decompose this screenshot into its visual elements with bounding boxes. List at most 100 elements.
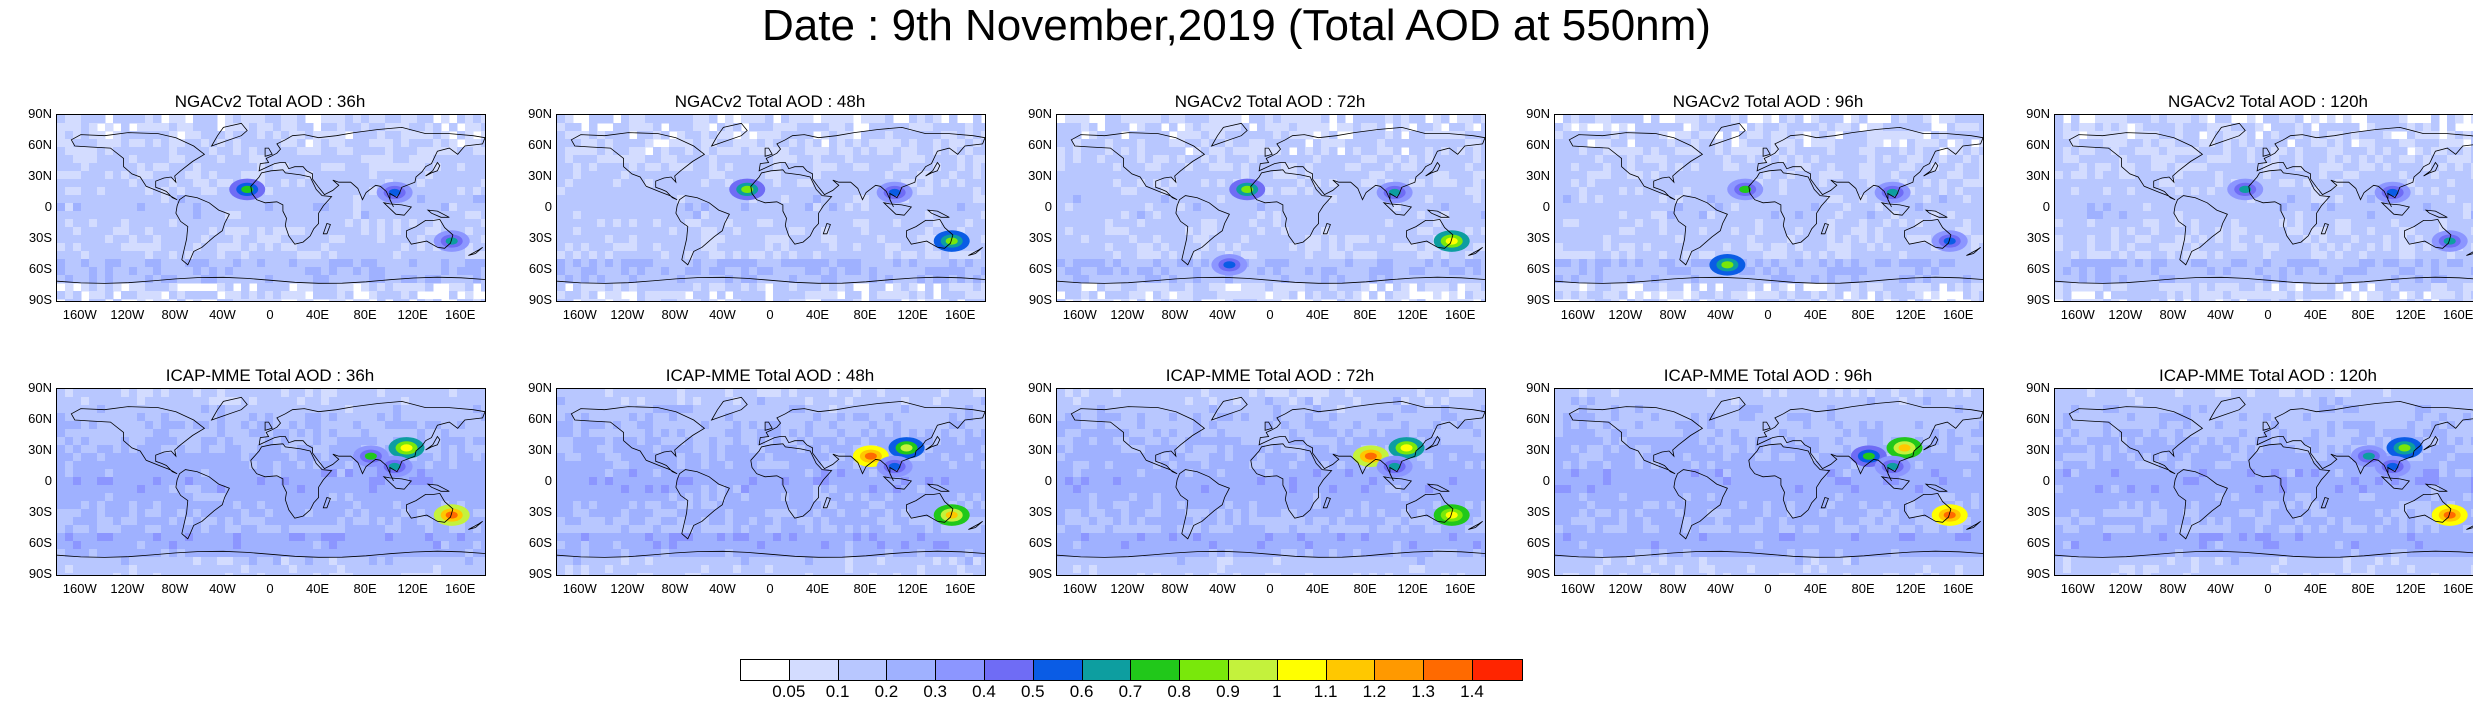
aod-cell bbox=[297, 259, 306, 268]
aod-cell bbox=[1257, 131, 1266, 140]
aod-cell bbox=[1819, 139, 1828, 148]
aod-cell bbox=[1073, 299, 1082, 301]
aod-cell bbox=[297, 147, 306, 156]
aod-cell bbox=[385, 267, 394, 276]
aod-cell bbox=[741, 267, 750, 276]
aod-cell bbox=[73, 227, 82, 236]
aod-cell bbox=[973, 267, 982, 276]
aod-cell bbox=[693, 219, 702, 228]
aod-cell bbox=[853, 155, 862, 164]
aod-cell bbox=[1739, 139, 1748, 148]
aod-cell bbox=[1611, 251, 1620, 260]
aod-cell bbox=[481, 211, 485, 220]
aod-cell bbox=[345, 267, 354, 276]
aod-cell bbox=[669, 251, 678, 260]
aod-cell bbox=[1963, 179, 1972, 188]
aod-cell bbox=[321, 211, 330, 220]
aod-cell bbox=[1771, 267, 1780, 276]
aod-cell bbox=[1265, 259, 1274, 268]
aod-cell bbox=[1385, 235, 1394, 244]
aod-cell bbox=[1385, 131, 1394, 140]
aod-cell bbox=[1201, 115, 1210, 124]
aod-cell bbox=[717, 251, 726, 260]
aod-map bbox=[557, 115, 985, 301]
aod-cell bbox=[241, 267, 250, 276]
aod-cell bbox=[1209, 171, 1218, 180]
aod-cell bbox=[1241, 299, 1250, 301]
aod-cell bbox=[1337, 187, 1346, 196]
aod-cell bbox=[361, 227, 370, 236]
aod-cell bbox=[1417, 139, 1426, 148]
aod-cell bbox=[89, 171, 98, 180]
aod-cell bbox=[1449, 211, 1458, 220]
aod-cell bbox=[917, 243, 926, 252]
aod-cell bbox=[369, 139, 378, 148]
aod-cell bbox=[1105, 155, 1114, 164]
aod-cell bbox=[717, 139, 726, 148]
aod-cell bbox=[1441, 283, 1450, 292]
aod-cell bbox=[1385, 147, 1394, 156]
aod-cell bbox=[241, 171, 250, 180]
aod-cell bbox=[465, 299, 474, 301]
aod-cell bbox=[1811, 131, 1820, 140]
aod-cell bbox=[869, 163, 878, 172]
aod-cell bbox=[885, 171, 894, 180]
aod-cell bbox=[1851, 195, 1860, 204]
aod-cell bbox=[645, 115, 654, 124]
aod-cell bbox=[1417, 163, 1426, 172]
aod-cell bbox=[1425, 275, 1434, 284]
aod-cell bbox=[581, 179, 590, 188]
aod-cell bbox=[1449, 283, 1458, 292]
aod-cell bbox=[1473, 195, 1482, 204]
aod-cell bbox=[297, 251, 306, 260]
aod-cell bbox=[685, 187, 694, 196]
aod-cell bbox=[1851, 235, 1860, 244]
aod-cell bbox=[1337, 267, 1346, 276]
aod-cell bbox=[869, 299, 878, 301]
aod-cell bbox=[773, 131, 782, 140]
aod-cell bbox=[1595, 267, 1604, 276]
aod-cell bbox=[289, 139, 298, 148]
aod-cell bbox=[1923, 227, 1932, 236]
aod-cell bbox=[1619, 227, 1628, 236]
aod-cell bbox=[1643, 211, 1652, 220]
aod-cell bbox=[1233, 203, 1242, 212]
aod-cell bbox=[797, 299, 806, 301]
aod-cell bbox=[361, 139, 370, 148]
aod-cell bbox=[1345, 187, 1354, 196]
aod-cell bbox=[73, 219, 82, 228]
aod-cell bbox=[1145, 219, 1154, 228]
aod-cell bbox=[797, 291, 806, 300]
aod-cell bbox=[233, 155, 242, 164]
aod-cell bbox=[241, 291, 250, 300]
aod-cell bbox=[1555, 131, 1564, 140]
aod-cell bbox=[1747, 259, 1756, 268]
aod-cell bbox=[1715, 195, 1724, 204]
aod-cell bbox=[225, 235, 234, 244]
aod-cell bbox=[1137, 131, 1146, 140]
aod-cell bbox=[1449, 139, 1458, 148]
aod-cell bbox=[121, 251, 130, 260]
aod-cell bbox=[1241, 227, 1250, 236]
aod-cell bbox=[1145, 211, 1154, 220]
aod-cell bbox=[1619, 203, 1628, 212]
aod-cell bbox=[161, 235, 170, 244]
aod-cell bbox=[597, 267, 606, 276]
aod-cell bbox=[1555, 235, 1564, 244]
aod-cell bbox=[361, 299, 370, 301]
aod-cell bbox=[1169, 251, 1178, 260]
aod-cell bbox=[885, 259, 894, 268]
aod-cell bbox=[73, 147, 82, 156]
aod-cell bbox=[1555, 203, 1564, 212]
aod-cell bbox=[345, 259, 354, 268]
aod-cell bbox=[1915, 163, 1924, 172]
aod-cell bbox=[941, 283, 950, 292]
aod-cell bbox=[677, 131, 686, 140]
aod-cell bbox=[1193, 203, 1202, 212]
aod-cell bbox=[701, 115, 710, 124]
aod-cell bbox=[933, 187, 942, 196]
aod-cell bbox=[1851, 139, 1860, 148]
aod-cell bbox=[861, 155, 870, 164]
aod-cell bbox=[1867, 195, 1876, 204]
aod-cell bbox=[329, 299, 338, 301]
